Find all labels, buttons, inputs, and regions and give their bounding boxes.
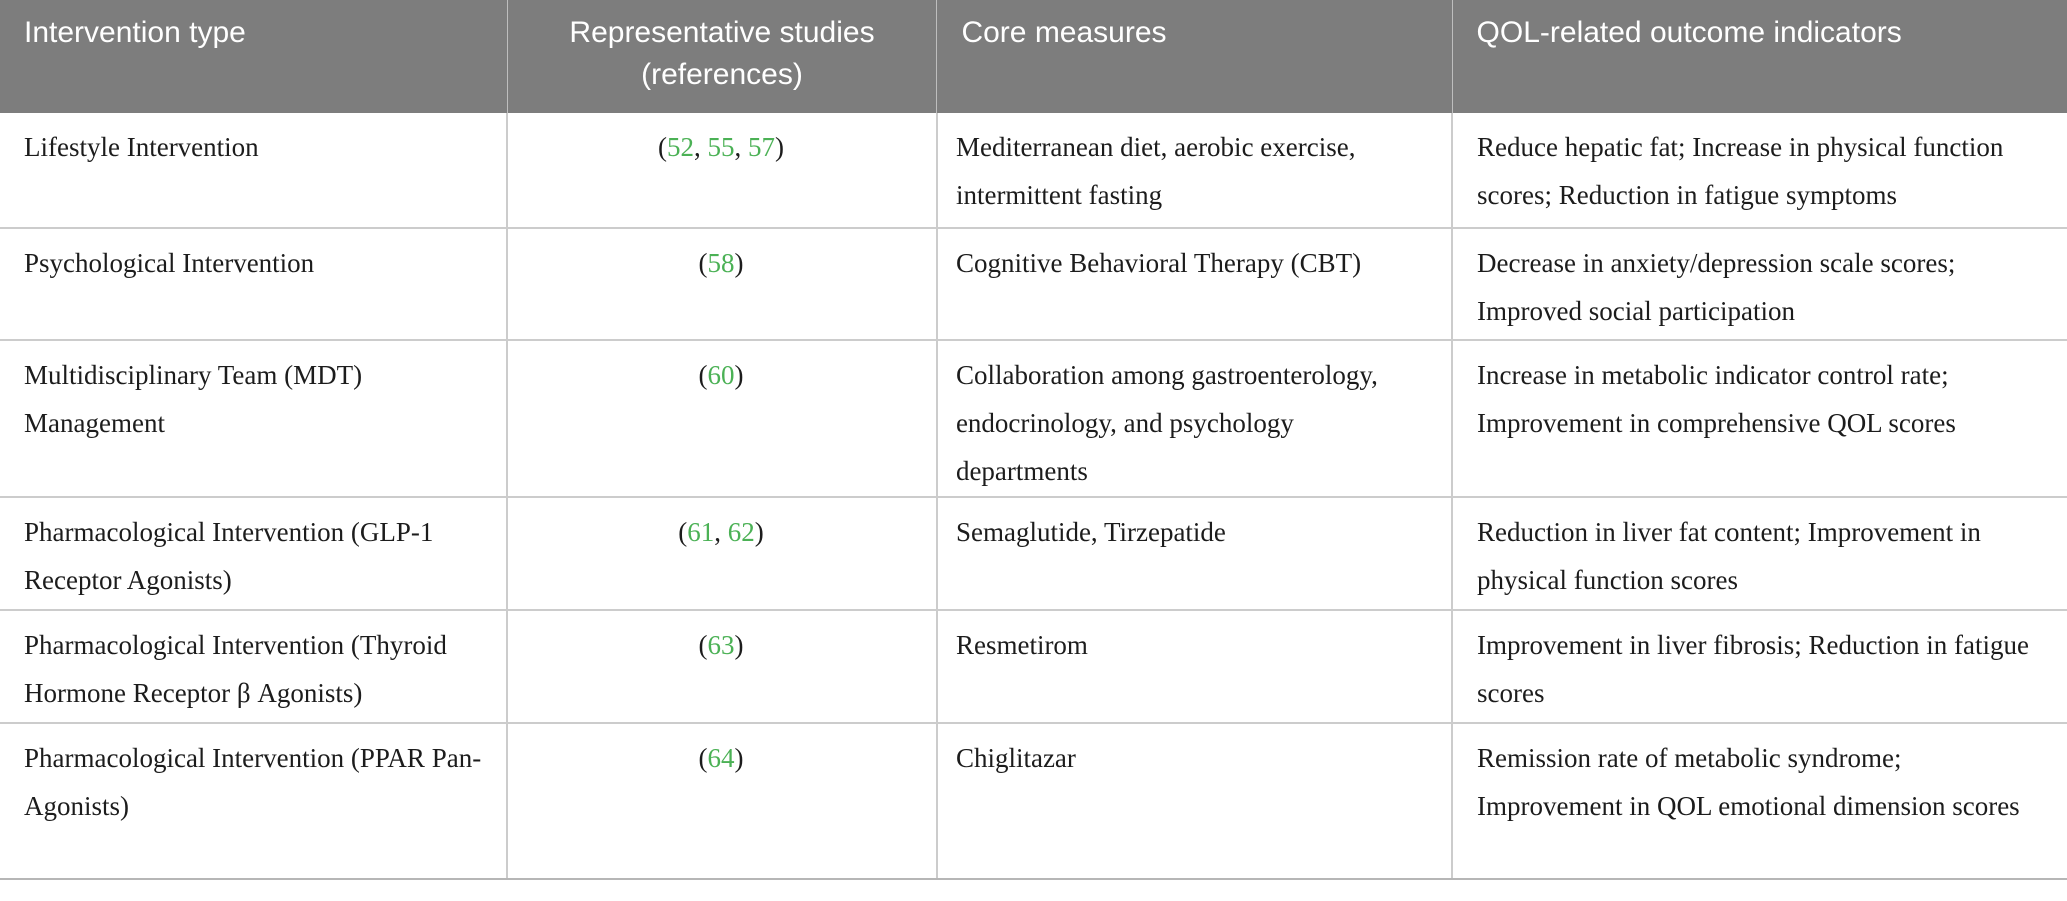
intervention-text: Pharmacological Intervention (Thyroid Ho… (24, 630, 447, 709)
core-measures-text: Collaboration among gastroenterology, en… (955, 360, 1378, 487)
reference-link[interactable]: 60 (707, 360, 735, 390)
reference-link[interactable]: 58 (707, 248, 735, 278)
intervention-text: Lifestyle Intervention (24, 132, 259, 162)
intervention-cell: Multidisciplinary Team (MDT) Management (0, 340, 509, 498)
table-row: Pharmacological Intervention (Thyroid Ho… (0, 610, 2067, 724)
table-row: Multidisciplinary Team (MDT) Management … (0, 340, 2067, 498)
col-header-representative-studies: Representative studies (references) (507, 0, 938, 113)
core-measures-text: Semaglutide, Tirzepatide (955, 517, 1226, 547)
intervention-cell: Pharmacological Intervention (Thyroid Ho… (0, 610, 509, 724)
qol-outcomes-cell: Reduction in liver fat content; Improvem… (1452, 497, 2067, 611)
col-header-core-measures: Core measures (936, 0, 1453, 113)
reference-link[interactable]: 63 (707, 630, 735, 660)
core-measures-text: Chiglitazar (955, 743, 1076, 773)
qol-outcomes-text: Improvement in liver fibrosis; Reduction… (1477, 630, 2029, 709)
reference-link[interactable]: 61 (687, 517, 715, 547)
references-text: (52, 55, 57) (657, 132, 784, 162)
core-measures-text: Mediterranean diet, aerobic exercise, in… (955, 132, 1356, 211)
intervention-text: Multidisciplinary Team (MDT) Management (24, 360, 363, 439)
qol-outcomes-cell: Reduce hepatic fat; Increase in physical… (1452, 113, 2067, 229)
qol-outcomes-text: Remission rate of metabolic syndrome; Im… (1477, 743, 2020, 822)
intervention-cell: Pharmacological Intervention (GLP-1 Rece… (0, 497, 509, 611)
qol-outcomes-cell: Increase in metabolic indicator control … (1452, 340, 2067, 498)
table-row: Pharmacological Intervention (PPAR Pan-A… (0, 723, 2067, 880)
core-measures-cell: Cognitive Behavioral Therapy (CBT) (936, 228, 1454, 341)
reference-link[interactable]: 55 (707, 132, 735, 162)
reference-link[interactable]: 52 (666, 132, 694, 162)
reference-link[interactable]: 64 (707, 743, 735, 773)
references-text: (60) (698, 360, 744, 390)
qol-outcomes-text: Decrease in anxiety/depression scale sco… (1477, 248, 1956, 327)
references-cell: (58) (507, 228, 938, 341)
qol-outcomes-text: Reduce hepatic fat; Increase in physical… (1477, 132, 2004, 211)
intervention-text: Pharmacological Intervention (PPAR Pan-A… (24, 743, 482, 822)
core-measures-text: Resmetirom (955, 630, 1088, 660)
table-row: Psychological Intervention (58) Cognitiv… (0, 228, 2067, 341)
core-measures-cell: Chiglitazar (936, 723, 1454, 880)
intervention-cell: Pharmacological Intervention (PPAR Pan-A… (0, 723, 509, 880)
reference-link[interactable]: 62 (727, 517, 755, 547)
qol-outcomes-text: Reduction in liver fat content; Improvem… (1477, 517, 1981, 596)
references-cell: (60) (507, 340, 938, 498)
references-cell: (52, 55, 57) (507, 113, 938, 229)
qol-outcomes-cell: Improvement in liver fibrosis; Reduction… (1452, 610, 2067, 724)
references-text: (58) (698, 248, 744, 278)
references-cell: (61, 62) (507, 497, 938, 611)
references-text: (63) (698, 630, 744, 660)
references-cell: (63) (507, 610, 938, 724)
col-header-qol-outcomes: QOL-related outcome indicators (1452, 0, 2067, 113)
table-row: Lifestyle Intervention (52, 55, 57) Medi… (0, 113, 2067, 229)
interventions-table: Intervention type Representative studies… (0, 0, 2067, 880)
references-text: (64) (698, 743, 744, 773)
intervention-text: Psychological Intervention (24, 248, 315, 278)
references-text: (61, 62) (678, 517, 764, 547)
header-row: Intervention type Representative studies… (0, 0, 2067, 113)
core-measures-cell: Mediterranean diet, aerobic exercise, in… (936, 113, 1454, 229)
col-header-intervention-type: Intervention type (0, 0, 508, 113)
qol-outcomes-text: Increase in metabolic indicator control … (1477, 360, 1956, 439)
core-measures-cell: Semaglutide, Tirzepatide (936, 497, 1454, 611)
table-row: Pharmacological Intervention (GLP-1 Rece… (0, 497, 2067, 611)
core-measures-cell: Resmetirom (936, 610, 1454, 724)
reference-link[interactable]: 57 (747, 132, 775, 162)
intervention-text: Pharmacological Intervention (GLP-1 Rece… (24, 517, 434, 596)
table-header: Intervention type Representative studies… (0, 0, 2067, 113)
qol-outcomes-cell: Remission rate of metabolic syndrome; Im… (1452, 723, 2067, 880)
core-measures-cell: Collaboration among gastroenterology, en… (936, 340, 1454, 498)
qol-outcomes-cell: Decrease in anxiety/depression scale sco… (1452, 228, 2067, 341)
references-cell: (64) (507, 723, 938, 880)
table-body: Lifestyle Intervention (52, 55, 57) Medi… (0, 113, 2067, 880)
intervention-cell: Lifestyle Intervention (0, 113, 509, 229)
core-measures-text: Cognitive Behavioral Therapy (CBT) (955, 248, 1362, 278)
intervention-cell: Psychological Intervention (0, 228, 509, 341)
